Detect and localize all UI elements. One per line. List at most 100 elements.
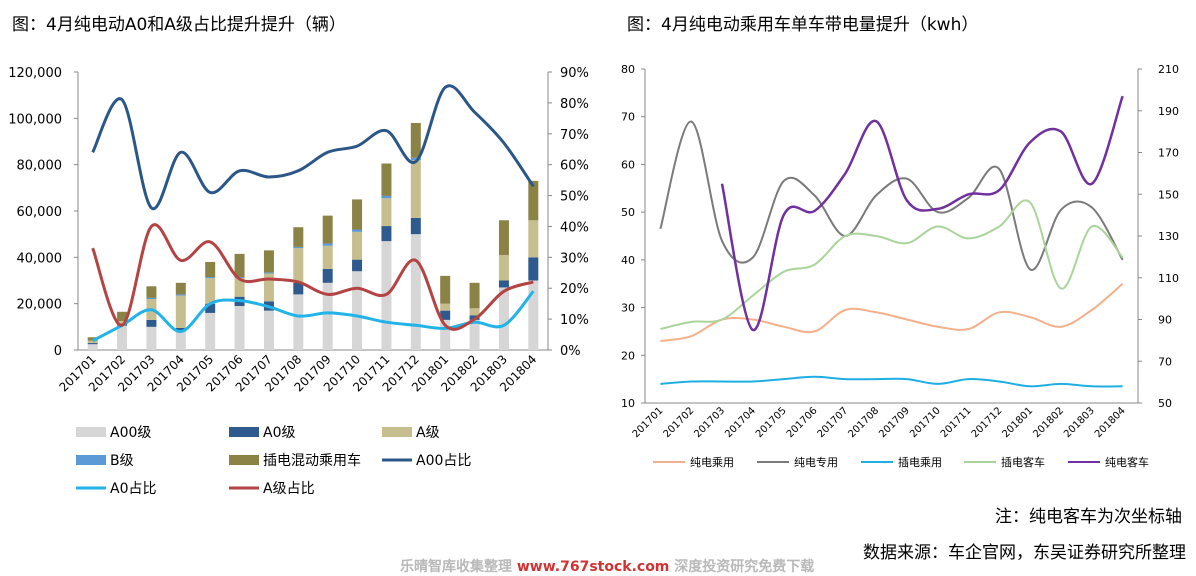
right-y-tick-label: 40 bbox=[621, 254, 635, 267]
bar-segment-A0级 bbox=[293, 282, 304, 295]
bar-segment-插电混动乘用车 bbox=[352, 199, 363, 230]
bar-segment-A级 bbox=[234, 278, 245, 297]
right-x-tick-label: 201703 bbox=[692, 405, 727, 440]
bar-segment-A级 bbox=[322, 245, 333, 269]
right-y2-tick-label: 130 bbox=[1158, 230, 1179, 243]
bar-segment-插电混动乘用车 bbox=[440, 275, 451, 304]
right-y2-tick-label: 190 bbox=[1158, 105, 1179, 118]
legend-label: 纯电客车 bbox=[1105, 455, 1149, 469]
bar-segment-A0级 bbox=[146, 319, 157, 327]
right-x-tick-label: 201711 bbox=[939, 405, 974, 440]
left-y-tick-label: 80,000 bbox=[17, 159, 63, 174]
right-y2-tick-label: 50 bbox=[1158, 397, 1172, 410]
bar-segment-A级 bbox=[528, 220, 539, 258]
right-x-tick-label: 201701 bbox=[631, 405, 666, 440]
line-A级占比 bbox=[91, 223, 534, 331]
bar-segment-A0级 bbox=[528, 257, 539, 281]
right-x-tick-label: 201708 bbox=[846, 405, 881, 440]
bar-segment-插电混动乘用车 bbox=[117, 311, 128, 322]
bar-segment-插电混动乘用车 bbox=[381, 163, 392, 196]
bar-segment-A00级 bbox=[293, 294, 304, 350]
legend-label: B级 bbox=[110, 453, 134, 469]
bar-segment-A00级 bbox=[117, 325, 128, 350]
watermark-text-b: 深度投资研究免费下载 bbox=[669, 559, 815, 575]
bar-segment-插电混动乘用车 bbox=[293, 227, 304, 247]
right-x-tick-label: 201804 bbox=[1093, 405, 1128, 440]
legend-label: A0级 bbox=[263, 425, 295, 441]
left-y-tick-label: 0 bbox=[54, 344, 62, 359]
right-y2-tick-label: 150 bbox=[1158, 188, 1179, 201]
bar-segment-A级 bbox=[440, 303, 451, 311]
bar-segment-插电混动乘用车 bbox=[205, 261, 216, 278]
right-y2-tick-label: 170 bbox=[1158, 147, 1179, 160]
left-chart-title: 图：4月纯电动A0和A级占比提升提升（辆） bbox=[12, 15, 346, 35]
right-x-tick-label: 201707 bbox=[816, 405, 851, 440]
bar-segment-A00级 bbox=[410, 234, 421, 350]
left-y2-tick-label: 50% bbox=[560, 190, 589, 205]
bar-segment-A0级 bbox=[352, 259, 363, 272]
left-y2-tick-label: 0% bbox=[560, 344, 581, 359]
legend-label: A00占比 bbox=[416, 453, 471, 469]
bar-segment-A00级 bbox=[440, 319, 451, 350]
bar-segment-A0级 bbox=[175, 327, 186, 332]
right-chart-title: 图：4月纯电动乘用车单车带电量提升（kwh） bbox=[627, 15, 979, 35]
bar-segment-A级 bbox=[263, 273, 274, 302]
bar-segment-B级 bbox=[146, 297, 157, 300]
bar-segment-插电混动乘用车 bbox=[469, 282, 480, 309]
left-chart: 0 20,000 40,000 60,000 80,000 100,000 120,000 0… bbox=[8, 66, 589, 497]
legend-label: 纯电专用 bbox=[794, 455, 838, 469]
right-y-tick-label: 10 bbox=[621, 397, 635, 410]
left-y2-tick-label: 10% bbox=[560, 313, 589, 328]
bar-segment-A0级 bbox=[381, 226, 392, 242]
left-y-tick-label: 120,000 bbox=[8, 66, 62, 81]
line-插电客车 bbox=[660, 199, 1124, 330]
legend-label: A00级 bbox=[110, 425, 151, 441]
bar-segment-B级 bbox=[205, 277, 216, 279]
bar-segment-A00级 bbox=[352, 271, 363, 350]
right-y-tick-label: 50 bbox=[621, 206, 635, 219]
bar-segment-A级 bbox=[469, 308, 480, 316]
bar-segment-A0级 bbox=[410, 217, 421, 235]
bar-segment-A级 bbox=[87, 340, 98, 344]
right-y-tick-label: 70 bbox=[621, 111, 635, 124]
right-y2-tick-label: 90 bbox=[1158, 314, 1172, 327]
right-x-tick-label: 201710 bbox=[908, 405, 943, 440]
right-x-tick-label: 201706 bbox=[785, 405, 820, 440]
bar-segment-A00级 bbox=[528, 280, 539, 350]
right-y2-tick-label: 210 bbox=[1158, 63, 1179, 76]
bar-segment-A级 bbox=[117, 321, 128, 324]
line-纯电客车 bbox=[720, 95, 1124, 332]
right-x-tick-label: 201712 bbox=[970, 405, 1005, 440]
bar-segment-A00级 bbox=[498, 287, 509, 350]
bar-segment-B级 bbox=[293, 246, 304, 249]
bar-segment-A级 bbox=[205, 278, 216, 304]
bar-segment-A00级 bbox=[234, 305, 245, 350]
bar-segment-A级 bbox=[410, 160, 421, 218]
bar-segment-A0级 bbox=[87, 343, 98, 345]
bar-segment-插电混动乘用车 bbox=[146, 286, 157, 298]
left-y2-tick-label: 30% bbox=[560, 251, 589, 266]
bar-segment-A00级 bbox=[175, 331, 186, 350]
axis-note: 注：纯电客车为次坐标轴 bbox=[995, 507, 1182, 527]
bar-segment-A级 bbox=[352, 231, 363, 260]
right-x-tick-label: 201704 bbox=[723, 405, 758, 440]
right-y-tick-label: 30 bbox=[621, 302, 635, 315]
watermark-url: www.767stock.com bbox=[516, 559, 670, 575]
left-y2-tick-label: 90% bbox=[560, 66, 589, 81]
bar-segment-插电混动乘用车 bbox=[87, 337, 98, 341]
bar-segment-A00级 bbox=[469, 319, 480, 350]
legend-swatch bbox=[76, 455, 106, 465]
bar-segment-B级 bbox=[175, 294, 186, 296]
watermark-text-a: 乐晴智库收集整理 bbox=[400, 559, 517, 575]
legend-label: A级占比 bbox=[263, 481, 315, 497]
bar-segment-A00级 bbox=[205, 312, 216, 350]
data-source: 数据来源：车企官网，东吴证券研究所整理 bbox=[863, 543, 1186, 563]
left-y-tick-label: 60,000 bbox=[17, 205, 63, 220]
line-插电乘用 bbox=[660, 375, 1123, 388]
legend-swatch bbox=[382, 427, 412, 437]
bar-segment-A级 bbox=[381, 198, 392, 227]
right-x-tick-label: 201702 bbox=[662, 405, 697, 440]
legend-swatch bbox=[229, 455, 259, 465]
left-y-tick-label: 20,000 bbox=[17, 298, 63, 313]
